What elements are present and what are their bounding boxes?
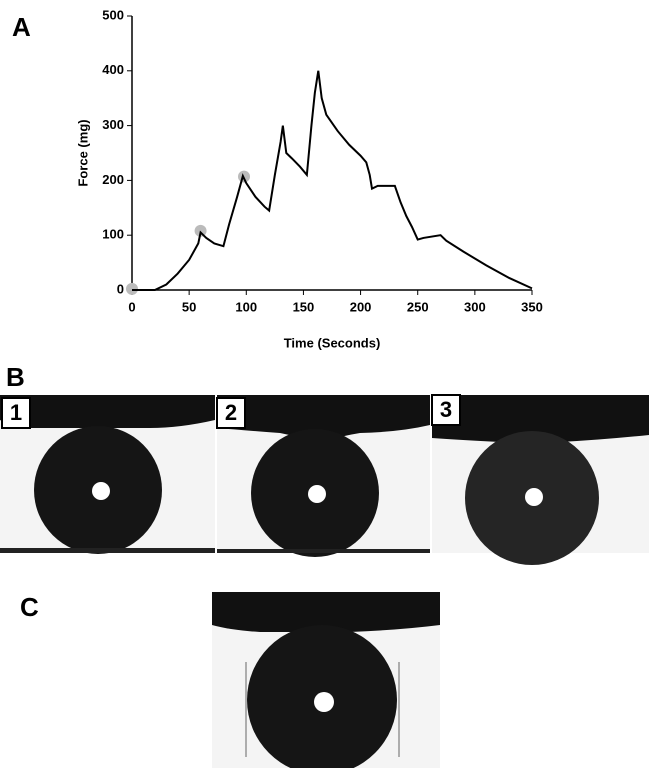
panel-label: B <box>6 362 25 392</box>
x-tick-label: 150 <box>293 299 315 314</box>
chart: 0 100 200 300 400 500 0 50 100 150 200 250 300 350 Tim… <box>75 7 542 350</box>
marker <box>194 224 207 237</box>
frame-label: 2 <box>225 400 237 425</box>
y-axis-label: Force (mg) <box>75 119 90 186</box>
y-tick-label: 200 <box>102 172 124 187</box>
photo: 3 <box>431 394 649 565</box>
x-tick-label: 350 <box>521 299 543 314</box>
x-tick-label: 200 <box>350 299 372 314</box>
photo: 2 <box>216 395 430 557</box>
frame-label: 1 <box>10 400 22 425</box>
photo: 1 <box>0 395 215 554</box>
x-tick-label: 100 <box>235 299 257 314</box>
y-tick-label: 400 <box>102 62 124 77</box>
y-tick-label: 100 <box>102 227 124 242</box>
line <box>132 70 533 291</box>
y-tick-label: 300 <box>102 117 124 132</box>
y-tick-label: 500 <box>102 7 124 22</box>
panel-label: C <box>20 592 39 622</box>
x-axis-label: Time (Seconds) <box>284 335 381 350</box>
frame-label: 3 <box>440 397 452 422</box>
marker <box>126 282 138 295</box>
y-tick-label: 0 <box>117 281 124 296</box>
x-tick-label: 300 <box>464 299 486 314</box>
x-tick-label: 50 <box>182 299 196 314</box>
photo <box>212 592 440 773</box>
x-tick-label: 250 <box>407 299 429 314</box>
x-tick-label: 0 <box>128 299 135 314</box>
panel-label: A <box>12 12 31 42</box>
